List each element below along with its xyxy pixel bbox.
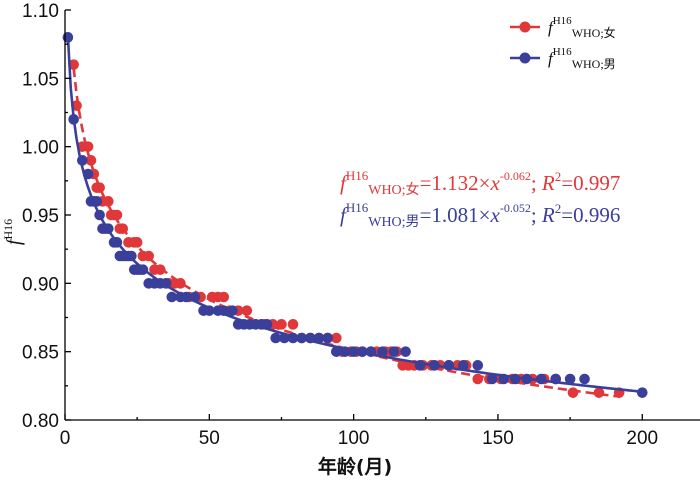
data-point-male (388, 346, 400, 357)
data-point-female (593, 387, 605, 398)
y-tick-label: 1.05 (22, 69, 59, 90)
data-point-male (313, 332, 325, 344)
eq-female-lhs: f (340, 171, 349, 195)
data-point-male (509, 373, 521, 385)
data-point-male (126, 250, 137, 262)
eq-male-var: x (490, 203, 501, 227)
eq-male-semi: ; (531, 203, 542, 227)
data-point-male (564, 373, 576, 385)
data-point-female (154, 264, 166, 275)
x-tick-label: 200 (626, 428, 658, 449)
eq-male-exp: -0.052 (500, 201, 531, 215)
x-tick-label: 150 (482, 428, 514, 449)
y-axis-label: fH16 (1, 219, 25, 245)
eq-female-mid: =1.132× (420, 171, 491, 195)
data-point-female (276, 319, 287, 330)
eq-female-r-sup: 2 (555, 169, 562, 184)
legend-female-sup: H16 (553, 15, 572, 27)
y-axis-label-sup: H16 (1, 219, 15, 240)
data-point-male (458, 360, 469, 371)
eq-male-lhs-sup: H16 (346, 200, 369, 215)
eq-female-r: R (541, 171, 555, 195)
data-point-female (567, 387, 579, 398)
eq-female-exp: -0.062 (500, 169, 531, 183)
data-point-male (377, 346, 388, 357)
plot-area (62, 32, 648, 398)
data-point-male (227, 305, 238, 316)
eq-male-r-val: =0.996 (561, 203, 620, 227)
data-point-female (331, 332, 342, 344)
data-point-female (68, 59, 79, 70)
data-point-male (400, 346, 411, 357)
legend-marker-male (519, 52, 531, 64)
legend-marker-female (519, 21, 531, 33)
series-male (62, 32, 648, 398)
data-point-male (322, 332, 333, 344)
x-tick-label: 100 (338, 428, 370, 449)
legend-label-male: fH16WHO;男 (548, 46, 616, 71)
y-tick-label: 0.95 (22, 206, 59, 227)
eq-female-lhs-sup: H16 (346, 168, 369, 183)
y-tick-label: 0.80 (22, 411, 59, 432)
axes: 0 50 100 150 200 0.80 0.85 0.90 0.95 1.00 1.05 1.10 (22, 1, 700, 449)
legend: fH16WHO;女 fH16WHO;男 (510, 15, 616, 71)
data-point-female (241, 305, 253, 316)
legend-male-sub: WHO;男 (572, 57, 616, 71)
legend-entry-female: fH16WHO;女 (510, 15, 616, 40)
eq-female-lhs-sub: WHO;女 (368, 181, 419, 198)
y-tick-label: 0.85 (22, 343, 59, 364)
data-point-male (270, 332, 282, 344)
x-axis-label: 年龄(月) (318, 455, 392, 478)
data-point-female (102, 196, 114, 207)
equation-male: fH16WHO;男=1.081×x-0.052; R2=0.996 (340, 200, 620, 230)
x-tick-label: 50 (199, 428, 220, 449)
data-point-female (218, 291, 230, 303)
data-point-female (287, 319, 299, 330)
eq-male-r: R (541, 203, 555, 227)
legend-female-sub: WHO;女 (572, 25, 616, 40)
eq-female-var: x (490, 171, 501, 195)
y-tick-label: 1.00 (22, 138, 59, 159)
data-point-male (486, 373, 498, 385)
data-point-male (166, 291, 178, 303)
data-point-male (579, 373, 590, 385)
data-point-male (331, 346, 342, 357)
data-point-male (472, 360, 484, 371)
eq-female-r-val: =0.997 (561, 171, 620, 195)
legend-entry-male: fH16WHO;男 (510, 46, 616, 71)
eq-male-lhs-sub: WHO;男 (368, 215, 419, 230)
y-tick-label: 0.90 (22, 274, 59, 295)
legend-female-base: f (548, 18, 555, 37)
legend-label-female: fH16WHO;女 (548, 15, 616, 40)
legend-male-base: f (548, 49, 555, 68)
eq-male-mid: =1.081× (420, 203, 491, 227)
legend-male-sup: H16 (553, 46, 572, 58)
eq-male-lhs: f (340, 203, 349, 227)
equation-female: fH16WHO;女=1.132×x-0.062; R2=0.997 (340, 168, 620, 198)
x-tick-label: 0 (60, 428, 71, 449)
y-axis-label-base: f (3, 237, 25, 245)
y-tick-label: 1.10 (22, 1, 59, 22)
eq-male-r-sup: 2 (555, 201, 562, 216)
eq-female-semi: ; (531, 171, 542, 195)
fit-curve-male (66, 35, 643, 394)
data-point-male (636, 387, 648, 398)
